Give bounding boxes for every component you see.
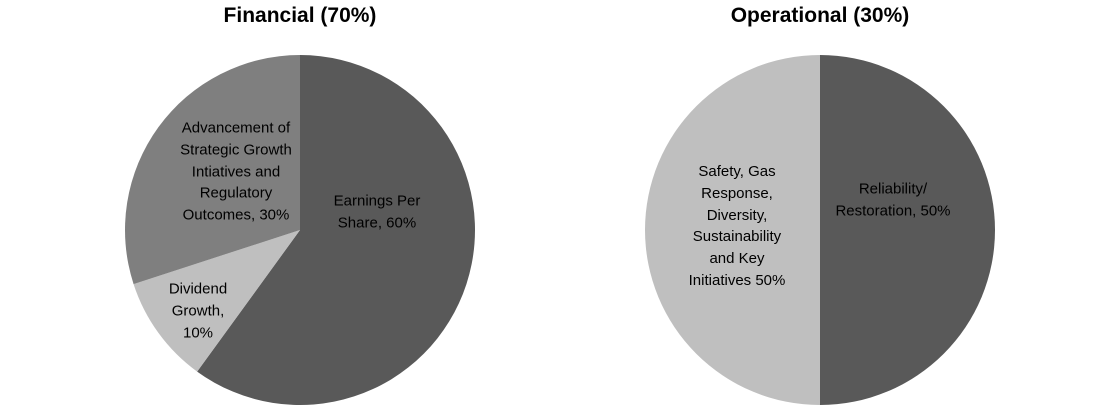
operational-pie-chart bbox=[645, 55, 995, 405]
pie-slice-1 bbox=[645, 55, 820, 405]
slice-label-dividend-growth: Dividend Growth, 10% bbox=[168, 280, 228, 341]
financial-pie-chart bbox=[125, 55, 475, 405]
pie-slice-2 bbox=[125, 55, 300, 285]
pie-slice-0 bbox=[820, 55, 995, 405]
slice-label-reliability-restoration: Reliability/ Restoration, 50% bbox=[835, 180, 951, 219]
operational-chart-title: Operational (30%) bbox=[730, 4, 910, 27]
pie-slice-0 bbox=[197, 55, 475, 405]
financial-chart-title: Financial (70%) bbox=[223, 4, 377, 27]
slice-label-safety-initiatives: Safety, Gas Response, Diversity, Sustain… bbox=[688, 162, 786, 289]
slice-label-earnings-per-share: Earnings Per Share, 60% bbox=[333, 192, 421, 231]
slice-label-strategic-growth: Advancement of Strategic Growth Intiativ… bbox=[180, 119, 292, 224]
pie-slice-1 bbox=[133, 230, 300, 372]
